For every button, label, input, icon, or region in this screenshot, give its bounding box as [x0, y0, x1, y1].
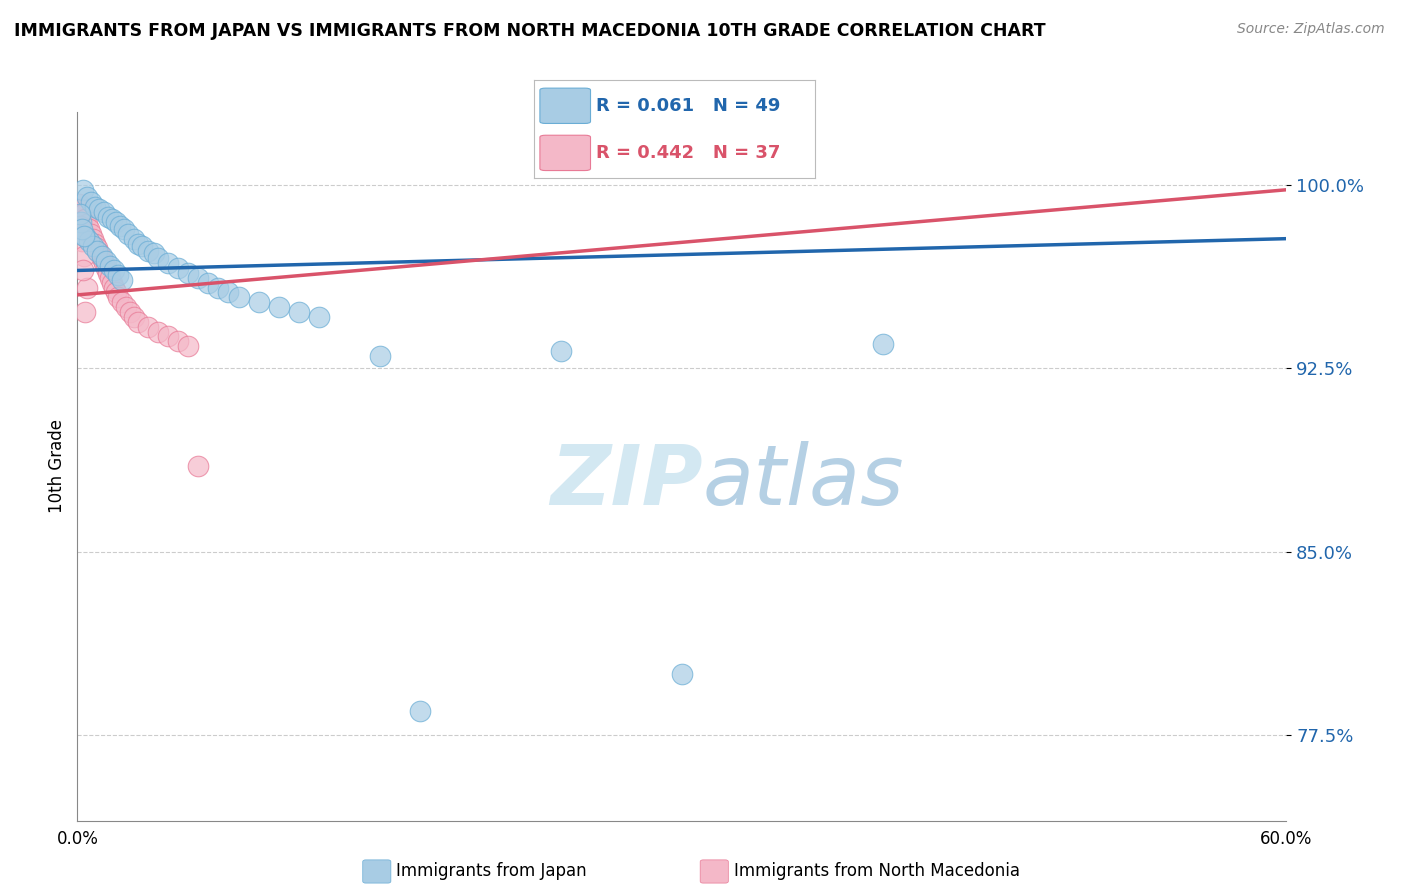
Point	[76, 280, 98, 294]
Point	[122, 232, 145, 246]
Point	[72, 207, 94, 221]
Point	[79, 234, 101, 248]
Point	[96, 210, 118, 224]
Point	[167, 260, 190, 275]
Point	[177, 266, 200, 280]
Point	[70, 214, 93, 228]
Point	[90, 249, 112, 263]
Text: Immigrants from North Macedonia: Immigrants from North Macedonia	[734, 863, 1019, 880]
Text: atlas: atlas	[703, 442, 904, 522]
Point	[98, 259, 121, 273]
Point	[72, 183, 94, 197]
Point	[103, 280, 125, 294]
FancyBboxPatch shape	[540, 88, 591, 123]
Point	[197, 276, 219, 290]
Point	[72, 222, 94, 236]
Point	[550, 344, 572, 359]
Point	[157, 256, 180, 270]
Point	[93, 256, 115, 270]
Point	[72, 263, 94, 277]
Text: IMMIGRANTS FROM JAPAN VS IMMIGRANTS FROM NORTH MACEDONIA 10TH GRADE CORRELATION : IMMIGRANTS FROM JAPAN VS IMMIGRANTS FROM…	[14, 22, 1046, 40]
Point	[103, 263, 125, 277]
Point	[122, 310, 145, 324]
Point	[107, 290, 129, 304]
Point	[76, 217, 98, 231]
Point	[228, 290, 250, 304]
Point	[70, 202, 93, 217]
Point	[127, 315, 149, 329]
Point	[409, 704, 432, 718]
Point	[308, 310, 330, 324]
Point	[136, 319, 159, 334]
Point	[94, 253, 117, 268]
Point	[112, 222, 135, 236]
Point	[157, 329, 180, 343]
Text: ZIP: ZIP	[550, 442, 703, 522]
Point	[127, 236, 149, 251]
Point	[67, 197, 90, 211]
Point	[86, 242, 108, 256]
Point	[247, 295, 270, 310]
Point	[82, 232, 104, 246]
Point	[142, 246, 165, 260]
Y-axis label: 10th Grade: 10th Grade	[48, 419, 66, 513]
Point	[73, 229, 96, 244]
Point	[69, 219, 91, 234]
Text: R = 0.061   N = 49: R = 0.061 N = 49	[596, 97, 780, 115]
Point	[90, 251, 112, 265]
Point	[89, 246, 111, 260]
Text: R = 0.442   N = 37: R = 0.442 N = 37	[596, 144, 780, 161]
Point	[111, 273, 134, 287]
Point	[108, 219, 131, 234]
Point	[218, 285, 240, 300]
Point	[73, 249, 96, 263]
Point	[111, 295, 134, 310]
Point	[136, 244, 159, 258]
Point	[75, 229, 97, 244]
Point	[288, 305, 311, 319]
Point	[671, 667, 693, 681]
FancyBboxPatch shape	[540, 136, 591, 170]
Point	[107, 268, 129, 283]
Point	[72, 234, 94, 248]
Point	[84, 200, 107, 214]
Point	[79, 222, 101, 236]
Point	[104, 285, 127, 300]
Point	[75, 305, 97, 319]
Point	[368, 349, 391, 363]
Point	[80, 194, 103, 209]
Point	[82, 239, 104, 253]
Point	[146, 251, 169, 265]
Point	[75, 212, 97, 227]
Point	[167, 334, 190, 349]
Point	[118, 305, 141, 319]
Point	[117, 227, 139, 241]
Point	[207, 280, 229, 294]
Point	[93, 204, 115, 219]
Point	[94, 260, 117, 275]
Point	[86, 244, 108, 258]
Point	[146, 325, 169, 339]
Point	[187, 270, 209, 285]
Point	[76, 190, 98, 204]
Point	[98, 270, 121, 285]
Point	[131, 239, 153, 253]
Point	[96, 266, 118, 280]
Point	[69, 207, 91, 221]
Point	[89, 202, 111, 217]
Point	[187, 458, 209, 473]
Text: Source: ZipAtlas.com: Source: ZipAtlas.com	[1237, 22, 1385, 37]
Point	[100, 212, 122, 227]
Point	[100, 276, 122, 290]
Text: Immigrants from Japan: Immigrants from Japan	[396, 863, 588, 880]
Point	[177, 339, 200, 353]
Point	[80, 227, 103, 241]
Point	[104, 214, 127, 228]
Point	[114, 300, 136, 314]
Point	[84, 236, 107, 251]
Point	[267, 300, 290, 314]
Point	[872, 336, 894, 351]
